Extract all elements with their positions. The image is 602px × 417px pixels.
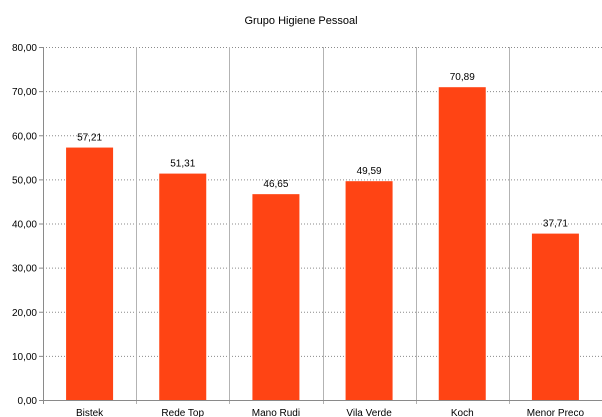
y-tick-label: 50,00 — [12, 175, 37, 186]
x-tick-label: Vila Verde — [346, 408, 392, 417]
y-tick-label: 80,00 — [12, 43, 37, 54]
axis-layer: 0,00 10,00 20,00 30,00 40,00 50,00 60,00 70,00 8… — [12, 43, 602, 417]
bar-value-label: 70,89 — [450, 72, 475, 83]
y-tick-label: 20,00 — [12, 308, 37, 319]
y-tick-label: 60,00 — [12, 131, 37, 142]
y-tick-label: 0,00 — [18, 396, 38, 407]
labels-layer: 57,21 51,31 46,65 49,59 70,89 37,71 — [77, 72, 568, 229]
y-tick-label: 10,00 — [12, 352, 37, 363]
x-tick-label: Menor Preco — [527, 408, 585, 417]
x-tick-label: Koch — [451, 408, 474, 417]
x-tick-label: Rede Top — [161, 408, 204, 417]
bar-value-label: 51,31 — [170, 159, 195, 170]
bar-rede-top — [159, 173, 207, 400]
bars-layer — [66, 87, 579, 400]
bar-value-label: 37,71 — [543, 219, 568, 230]
bar-vila-verde — [345, 181, 393, 400]
y-tick-label: 30,00 — [12, 264, 37, 275]
bar-bistek — [66, 147, 114, 400]
bar-value-label: 57,21 — [77, 133, 102, 144]
bar-menor-preco — [531, 233, 579, 400]
y-tick-label: 40,00 — [12, 220, 37, 231]
x-tick-label: Bistek — [76, 408, 104, 417]
grid-layer — [43, 47, 602, 404]
x-tick-label: Mano Rudi — [252, 408, 300, 417]
bar-koch — [438, 87, 486, 400]
bar-value-label: 49,59 — [357, 166, 382, 177]
chart-title: Grupo Higiene Pessoal — [244, 15, 357, 27]
bar-mano-rudi — [252, 194, 300, 400]
bar-value-label: 46,65 — [263, 179, 288, 190]
y-tick-label: 70,00 — [12, 87, 37, 98]
